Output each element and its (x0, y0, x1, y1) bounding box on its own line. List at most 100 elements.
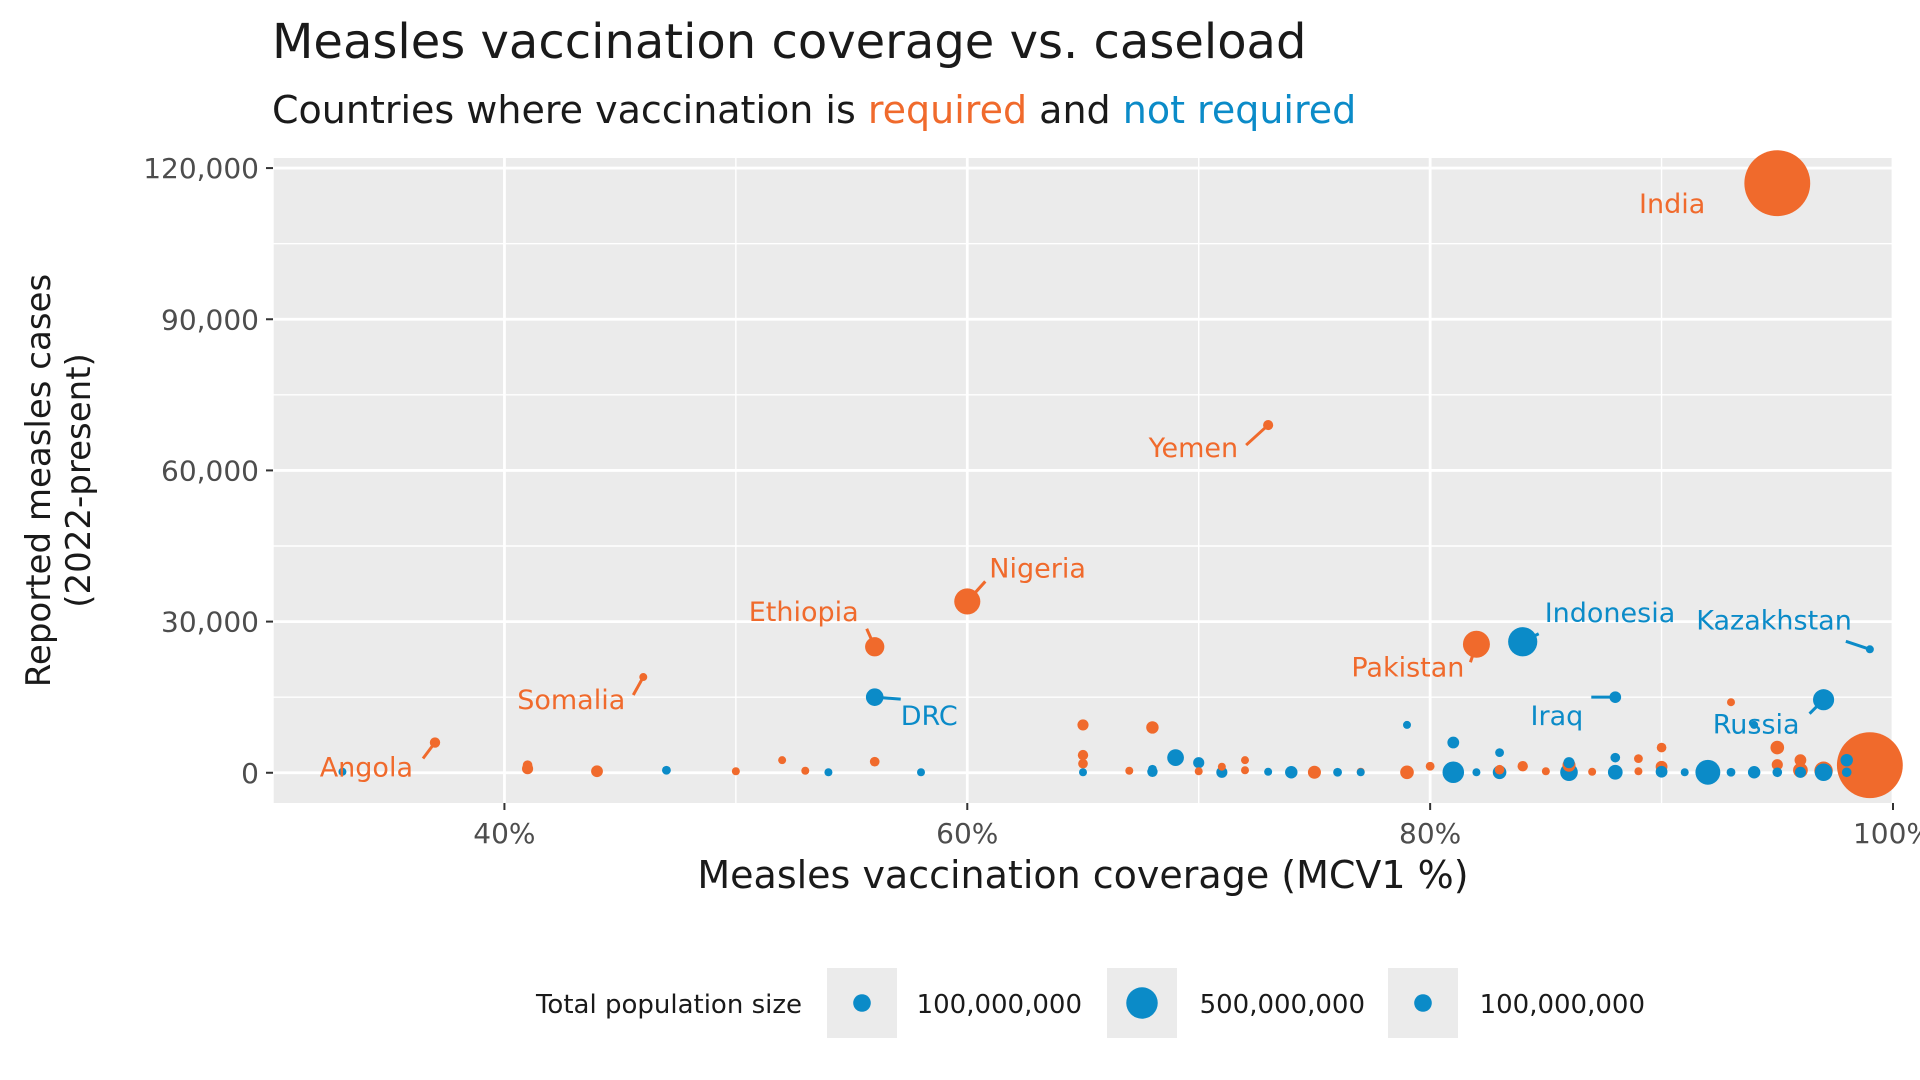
data-point (1607, 764, 1623, 780)
data-point (1333, 767, 1342, 777)
data-point (1680, 768, 1689, 777)
data-point-iraq (1609, 691, 1622, 704)
data-point (1563, 757, 1575, 769)
data-point (1079, 768, 1087, 777)
x-tick-label: 60% (936, 817, 998, 850)
data-point (591, 765, 603, 778)
point-label-pakistan: Pakistan (1351, 652, 1464, 683)
point-label-russia: Russia (1713, 710, 1800, 741)
chart-title: Measles vaccination coverage vs. caseloa… (272, 14, 1307, 70)
data-point-russia (1813, 689, 1835, 711)
legend-key-dot (1414, 994, 1432, 1012)
y-axis-title-line: Reported measles cases (19, 274, 59, 687)
subtitle-required: required (867, 88, 1028, 132)
data-point (1264, 767, 1273, 776)
data-point (1794, 766, 1806, 778)
point-label-iraq: Iraq (1531, 701, 1584, 732)
data-point (338, 767, 347, 776)
data-point (1442, 761, 1465, 784)
data-point (662, 765, 671, 775)
data-point (1285, 766, 1298, 779)
data-point-pakistan (1462, 630, 1490, 658)
data-point (1078, 758, 1088, 769)
data-point (1840, 753, 1853, 767)
data-point (1077, 749, 1089, 761)
data-point (1241, 756, 1249, 765)
data-point (1770, 740, 1785, 755)
data-point (1634, 754, 1643, 764)
point-label-drc: DRC (901, 701, 958, 732)
data-point (824, 768, 833, 777)
data-point-ethiopia (865, 637, 885, 657)
data-point (1447, 736, 1460, 749)
data-point (1356, 768, 1365, 777)
data-point (1695, 759, 1721, 785)
data-point (1146, 721, 1159, 734)
data-point (1472, 768, 1481, 777)
y-tick-label: 0 (241, 757, 259, 790)
label-leader-line (1845, 639, 1871, 651)
data-point (1400, 765, 1414, 780)
chart-subtitle: Countries where vaccination is required … (272, 88, 1356, 132)
data-point (1814, 763, 1833, 782)
y-tick-label: 30,000 (161, 606, 259, 639)
data-point (1517, 761, 1528, 772)
data-point (1656, 742, 1667, 753)
data-point (1634, 767, 1643, 776)
x-axis-title: Measles vaccination coverage (MCV1 %) (697, 853, 1468, 897)
data-point (1167, 749, 1184, 766)
point-label-india: India (1639, 189, 1705, 220)
data-point-india (1744, 150, 1811, 217)
data-point (1194, 767, 1203, 776)
data-point-kazakhstan (1865, 645, 1874, 654)
data-point (1750, 720, 1759, 729)
data-point (1772, 767, 1783, 778)
data-point (1771, 759, 1783, 771)
data-point (869, 756, 880, 767)
x-tick-label: 80% (1399, 817, 1461, 850)
legend-label: 100,000,000 (1480, 990, 1645, 1020)
data-point (801, 766, 810, 775)
point-label-kazakhstan: Kazakhstan (1696, 605, 1852, 636)
data-point (1841, 767, 1852, 778)
data-point (1747, 766, 1761, 779)
y-axis-title: Reported measles cases(2022-present) (19, 274, 99, 687)
subtitle-prefix: Countries where vaccination is (272, 88, 868, 132)
data-point (522, 760, 533, 771)
data-point-yemen (1263, 420, 1274, 431)
y-tick-label: 90,000 (161, 303, 259, 336)
data-point (1727, 698, 1735, 707)
data-point-angola (429, 737, 441, 748)
data-point (1125, 766, 1134, 775)
legend-label: 500,000,000 (1200, 990, 1365, 1020)
x-tick-label: 100% (1853, 817, 1920, 850)
legend-key-dot (1126, 987, 1158, 1019)
data-point (1241, 766, 1249, 775)
data-point (1077, 719, 1089, 731)
data-point (1726, 767, 1736, 777)
data-point (1655, 765, 1668, 778)
data-point (917, 768, 925, 777)
data-point (1307, 765, 1321, 779)
y-axis-title-line: (2022-present) (59, 353, 99, 608)
data-point (1217, 762, 1226, 771)
data-point (1541, 767, 1550, 776)
data-point (1794, 754, 1807, 767)
data-point (1193, 757, 1205, 769)
subtitle-not-required: not required (1122, 88, 1357, 132)
data-point (1495, 748, 1504, 758)
data-point (1494, 764, 1505, 775)
point-label-angola: Angola (320, 753, 413, 784)
data-point (731, 767, 740, 776)
point-label-ethiopia: Ethiopia (749, 597, 859, 628)
data-point-somalia (639, 673, 648, 682)
data-point-nigeria (954, 588, 981, 615)
point-label-somalia: Somalia (517, 685, 625, 716)
data-point-drc (865, 688, 884, 706)
data-point (1425, 761, 1435, 771)
legend-title: Total population size (535, 990, 802, 1020)
data-point (1148, 764, 1157, 774)
point-label-yemen: Yemen (1148, 433, 1239, 464)
